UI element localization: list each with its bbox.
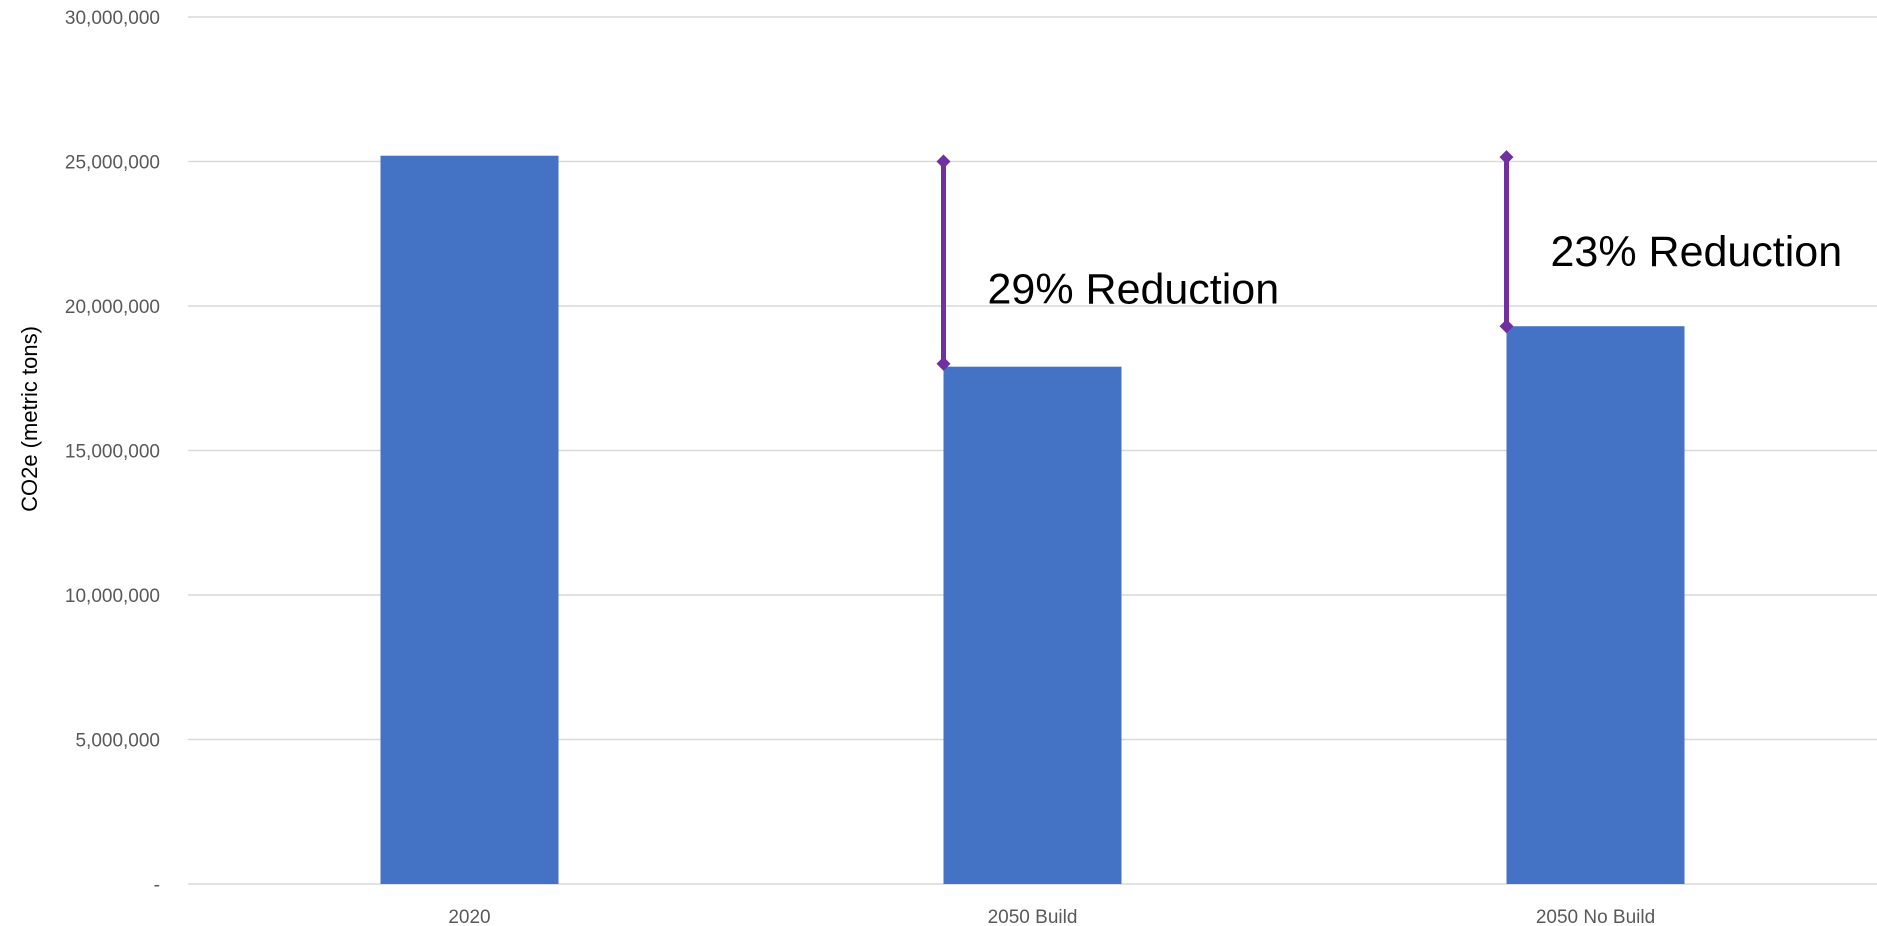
y-tick-label: 20,000,000 [65,297,160,318]
y-tick-label: 10,000,000 [65,586,160,607]
y-axis-label: CO2e (metric tons) [17,326,42,512]
bar [1506,326,1685,885]
bar [943,366,1122,884]
reduction-marker [936,356,951,371]
reduction-marker [1499,150,1514,165]
y-tick-label: - [154,875,160,896]
bar [380,155,559,885]
x-tick-label: 2050 No Build [1536,907,1655,926]
x-tick-label: 2050 Build [988,907,1078,926]
y-axis-ticks: - 5,000,000 10,000,000 15,000,000 20,000,000… [65,8,160,896]
bars [380,155,1685,885]
y-tick-label: 15,000,000 [65,442,160,463]
y-tick-label: 25,000,000 [65,153,160,174]
reduction-annotations: 29% Reduction 23% Reduction [936,150,1843,371]
y-tick-label: 30,000,000 [65,8,160,29]
x-tick-label: 2020 [448,907,490,926]
reduction-marker [1499,319,1514,334]
reduction-marker [936,154,951,169]
reduction-label: 29% Reduction [988,266,1280,314]
x-axis-ticks: 2020 2050 Build 2050 No Build [448,907,1655,926]
y-tick-label: 5,000,000 [75,731,160,752]
reduction-label: 23% Reduction [1551,228,1843,276]
